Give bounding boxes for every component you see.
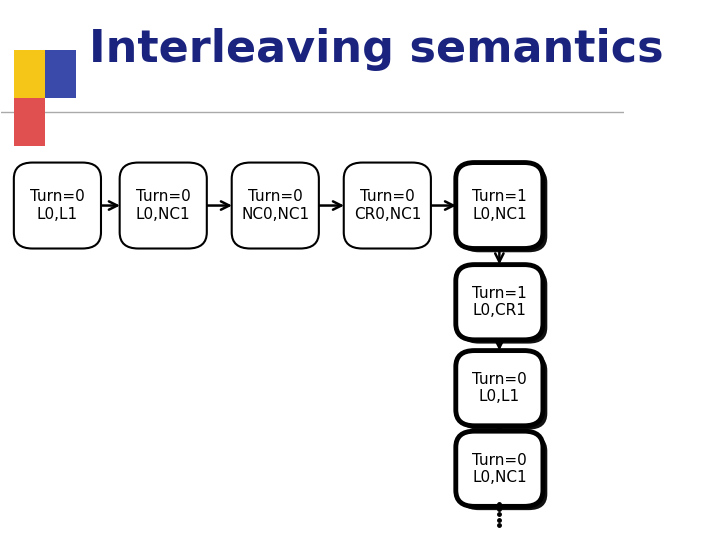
Text: Turn=0
CR0,NC1: Turn=0 CR0,NC1 bbox=[354, 190, 421, 222]
FancyBboxPatch shape bbox=[232, 163, 319, 248]
Text: Turn=1
L0,CR1: Turn=1 L0,CR1 bbox=[472, 286, 527, 319]
FancyBboxPatch shape bbox=[456, 265, 543, 340]
FancyBboxPatch shape bbox=[456, 163, 543, 248]
FancyBboxPatch shape bbox=[456, 350, 543, 426]
FancyBboxPatch shape bbox=[460, 435, 547, 510]
FancyBboxPatch shape bbox=[120, 163, 207, 248]
Text: Interleaving semantics: Interleaving semantics bbox=[89, 28, 663, 71]
Text: Turn=0
L0,L1: Turn=0 L0,L1 bbox=[30, 190, 85, 222]
FancyBboxPatch shape bbox=[460, 354, 547, 429]
FancyBboxPatch shape bbox=[460, 166, 547, 252]
FancyBboxPatch shape bbox=[14, 98, 45, 146]
Text: Turn=0
L0,NC1: Turn=0 L0,NC1 bbox=[472, 453, 527, 485]
FancyBboxPatch shape bbox=[14, 163, 101, 248]
Text: Turn=0
L0,NC1: Turn=0 L0,NC1 bbox=[136, 190, 191, 222]
FancyBboxPatch shape bbox=[14, 50, 45, 98]
FancyBboxPatch shape bbox=[45, 50, 76, 98]
Text: Turn=0
L0,L1: Turn=0 L0,L1 bbox=[472, 372, 527, 404]
FancyBboxPatch shape bbox=[460, 268, 547, 343]
Text: Turn=1
L0,NC1: Turn=1 L0,NC1 bbox=[472, 190, 527, 222]
FancyBboxPatch shape bbox=[343, 163, 431, 248]
FancyBboxPatch shape bbox=[456, 431, 543, 507]
Text: Turn=0
NC0,NC1: Turn=0 NC0,NC1 bbox=[241, 190, 310, 222]
